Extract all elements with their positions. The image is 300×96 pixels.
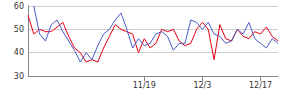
svg-text:11/19: 11/19 [133,81,156,90]
svg-text:30: 30 [14,72,24,81]
svg-text:12/17: 12/17 [249,81,272,90]
svg-text:60: 60 [14,2,24,11]
svg-text:40: 40 [14,48,24,57]
svg-text:50: 50 [14,25,24,34]
svg-text:12/3: 12/3 [193,81,211,90]
